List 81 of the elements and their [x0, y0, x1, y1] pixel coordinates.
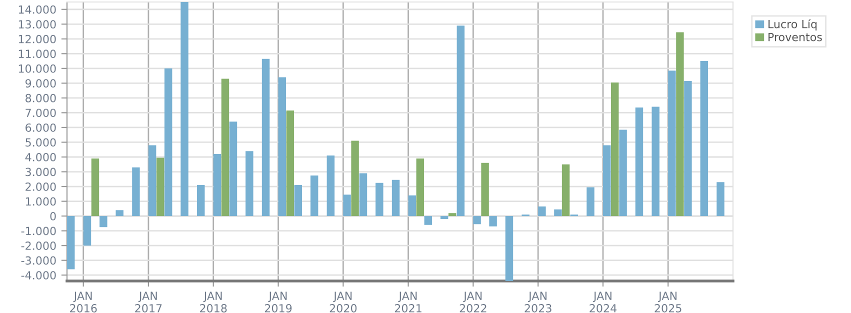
- bar: [148, 145, 156, 216]
- y-tick-label: 1.000: [26, 197, 56, 206]
- bar: [376, 182, 384, 216]
- y-tick-label: 14.000: [18, 5, 56, 14]
- x-tick-label: JAN 2023: [524, 292, 552, 312]
- bar: [278, 77, 286, 216]
- bar: [343, 194, 351, 216]
- bar: [286, 110, 294, 216]
- bar: [424, 216, 432, 225]
- legend-label: Proventos: [768, 33, 822, 42]
- bar: [603, 145, 611, 216]
- bar: [229, 122, 238, 216]
- bar: [538, 206, 546, 216]
- bar: [83, 216, 92, 246]
- bar: [652, 106, 660, 216]
- bar: [408, 195, 416, 216]
- bar: [262, 58, 270, 216]
- y-tick-label: -3.000: [21, 256, 56, 265]
- bar: [213, 154, 222, 216]
- bar: [116, 210, 124, 216]
- bar: [132, 167, 140, 216]
- x-tick-label: JAN 2019: [264, 292, 292, 312]
- bar: [676, 32, 684, 216]
- bar: [448, 213, 456, 216]
- y-tick-label: -2.000: [21, 242, 56, 250]
- bar: [294, 185, 302, 216]
- y-tick-label: 9.000: [25, 79, 56, 88]
- bar: [619, 130, 627, 216]
- x-tick-label: JAN 2017: [135, 292, 162, 312]
- bar: [473, 216, 481, 224]
- bar: [392, 180, 400, 216]
- bar: [359, 173, 368, 216]
- y-tick-label: 8.000: [26, 94, 56, 102]
- y-tick-label: 11.000: [18, 50, 56, 58]
- x-tick-label: JAN 2016: [70, 292, 97, 312]
- bar: [164, 68, 172, 216]
- x-tick-label: JAN 2024: [590, 292, 617, 312]
- x-tick-label: JAN 2025: [654, 292, 682, 312]
- y-tick-label: 6.000: [26, 123, 56, 132]
- bar: [440, 216, 448, 219]
- bar: [481, 162, 489, 216]
- bar: [562, 164, 570, 216]
- bar: [489, 216, 497, 226]
- y-tick-label: 13.000: [18, 20, 56, 29]
- bar: [684, 80, 692, 216]
- bar: [310, 175, 318, 216]
- x-tick-label: JAN 2020: [330, 292, 357, 312]
- bar: [156, 158, 164, 216]
- bar: [67, 216, 75, 270]
- y-tick-label: 3.000: [26, 168, 56, 176]
- bar: [586, 187, 594, 216]
- bar: [554, 209, 562, 216]
- x-tick-label: JAN 2021: [394, 292, 422, 312]
- bar: [100, 216, 108, 228]
- bar: [351, 140, 359, 216]
- bar: [246, 151, 254, 216]
- bar: [668, 70, 676, 216]
- y-tick-label: 10.000: [18, 64, 56, 73]
- x-tick-label: JAN 2022: [460, 292, 486, 312]
- y-tick-label: 4.000: [25, 152, 56, 162]
- legend-label: Lucro Líq: [768, 19, 817, 30]
- bar: [635, 108, 644, 216]
- x-tick-label: JAN 2018: [200, 292, 227, 312]
- bar: [456, 26, 465, 216]
- y-tick-label: 7.000: [26, 108, 56, 118]
- bar: [197, 185, 205, 216]
- y-tick-label: 2.000: [26, 182, 56, 191]
- y-tick-label: -4.000: [21, 271, 56, 280]
- bar: [326, 156, 335, 216]
- bar: [221, 78, 230, 216]
- y-tick-label: 12.000: [18, 34, 56, 44]
- bar: [91, 158, 100, 216]
- bar: [700, 61, 708, 216]
- bar: [416, 158, 424, 216]
- y-tick-label: 0: [50, 212, 56, 220]
- bar: [180, 2, 188, 216]
- y-tick-label: -1.000: [21, 226, 56, 236]
- bar: [716, 182, 724, 216]
- bar: [505, 216, 514, 281]
- bar: [611, 82, 619, 216]
- y-tick-label: 5.000: [26, 138, 56, 147]
